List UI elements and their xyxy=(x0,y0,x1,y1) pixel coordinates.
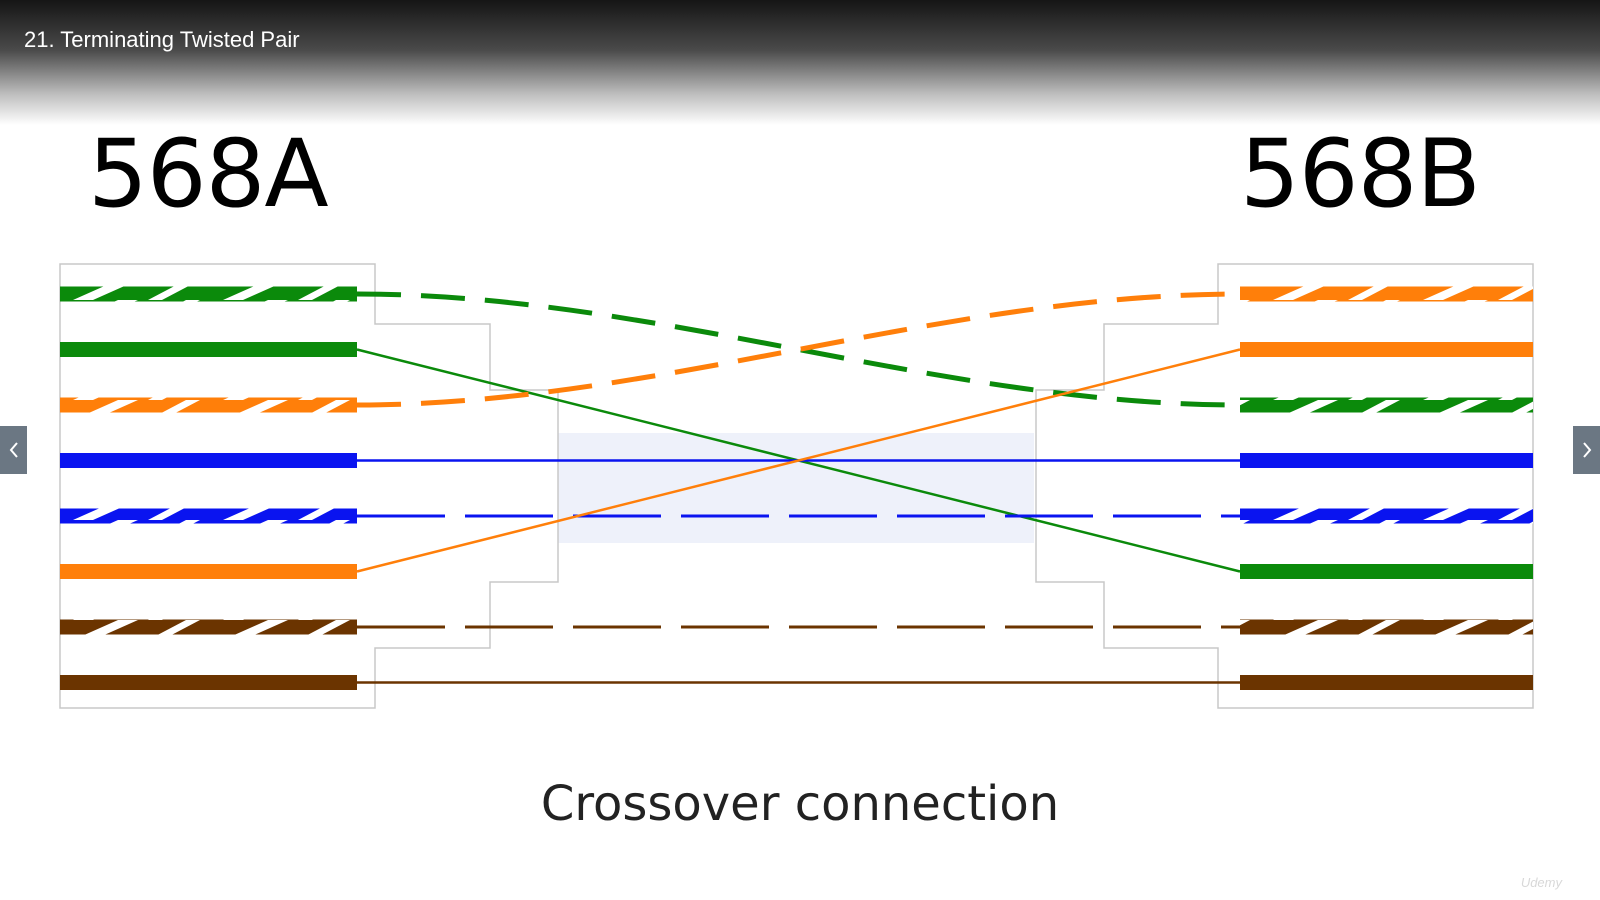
right-pin-7-brown-white xyxy=(1240,619,1533,635)
previous-slide-button[interactable] xyxy=(0,426,27,474)
right-connector-outline xyxy=(1035,263,1534,709)
left-pin-4-blue xyxy=(60,453,357,468)
chevron-right-icon xyxy=(1582,442,1591,458)
left-pin-5-blue-white xyxy=(60,508,357,524)
right-pin-2-orange xyxy=(1240,342,1533,357)
left-connector-outline xyxy=(59,263,559,709)
left-pin-2-green xyxy=(60,342,357,357)
standard-568b-label: 568B xyxy=(1240,120,1481,229)
right-pin-6-green xyxy=(1240,564,1533,579)
right-pin-4-blue xyxy=(1240,453,1533,468)
right-pin-3-green-white xyxy=(1240,397,1533,413)
right-pin-8-brown xyxy=(1240,675,1533,690)
left-pin-8-brown xyxy=(60,675,357,690)
left-pin-6-orange xyxy=(60,564,357,579)
wire-green-dashed-pin-1-to-3 xyxy=(356,291,1241,408)
left-pin-3-orange-white xyxy=(60,397,357,413)
lecture-title: 21. Terminating Twisted Pair xyxy=(24,27,300,52)
crossover-guide-box xyxy=(558,433,1034,543)
wire-orange-solid-pin-6-to-2 xyxy=(356,348,1241,573)
chevron-left-icon xyxy=(9,442,18,458)
udemy-watermark-logo: Udemy xyxy=(1520,875,1562,890)
next-slide-button[interactable] xyxy=(1573,426,1600,474)
diagram-caption: Crossover connection xyxy=(540,776,1060,832)
standard-568a-label: 568A xyxy=(88,120,329,229)
lecture-header: 21. Terminating Twisted Pair xyxy=(0,0,1600,125)
right-pin-5-blue-white xyxy=(1240,508,1533,524)
wire-orange-dashed-pin-3-to-1 xyxy=(356,291,1241,408)
right-pin-1-orange-white xyxy=(1240,286,1533,302)
left-pin-7-brown-white xyxy=(60,619,357,635)
left-pin-1-green-white xyxy=(60,286,357,302)
